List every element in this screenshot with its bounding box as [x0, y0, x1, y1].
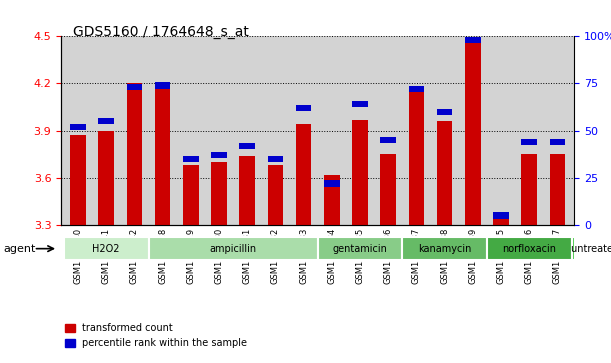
Bar: [70, 124, 86, 130]
Bar: [493, 212, 509, 219]
Bar: [353, 101, 368, 107]
Bar: [521, 139, 537, 145]
Bar: [183, 165, 199, 225]
Text: kanamycin: kanamycin: [418, 244, 471, 254]
Text: ampicillin: ampicillin: [210, 244, 257, 254]
Bar: [240, 143, 255, 149]
Bar: [70, 135, 86, 225]
Bar: [493, 216, 509, 225]
Bar: [550, 139, 565, 145]
FancyBboxPatch shape: [487, 237, 571, 260]
Bar: [296, 105, 312, 111]
Bar: [353, 120, 368, 225]
Bar: [381, 154, 396, 225]
FancyBboxPatch shape: [571, 237, 611, 260]
Bar: [268, 156, 283, 162]
Bar: [465, 41, 481, 225]
Bar: [240, 156, 255, 225]
Text: agent: agent: [3, 244, 35, 254]
Bar: [324, 180, 340, 187]
Bar: [183, 156, 199, 162]
Bar: [155, 82, 170, 89]
Text: H2O2: H2O2: [92, 244, 120, 254]
Text: GDS5160 / 1764648_s_at: GDS5160 / 1764648_s_at: [73, 25, 249, 40]
Text: untreated control: untreated control: [571, 244, 611, 254]
Bar: [155, 82, 170, 225]
Bar: [126, 83, 142, 225]
Bar: [98, 118, 114, 125]
Bar: [381, 137, 396, 143]
Bar: [98, 131, 114, 225]
Legend: transformed count, percentile rank within the sample: transformed count, percentile rank withi…: [61, 319, 251, 352]
Bar: [550, 154, 565, 225]
Bar: [324, 175, 340, 225]
Bar: [465, 37, 481, 43]
FancyBboxPatch shape: [64, 237, 148, 260]
Bar: [437, 109, 452, 115]
Bar: [296, 125, 312, 225]
Bar: [211, 152, 227, 158]
Bar: [268, 165, 283, 225]
Bar: [409, 86, 424, 92]
Bar: [521, 154, 537, 225]
FancyBboxPatch shape: [318, 237, 402, 260]
FancyBboxPatch shape: [402, 237, 487, 260]
Text: gentamicin: gentamicin: [332, 244, 387, 254]
Bar: [211, 162, 227, 225]
Bar: [437, 121, 452, 225]
Text: norfloxacin: norfloxacin: [502, 244, 556, 254]
Bar: [126, 84, 142, 90]
FancyBboxPatch shape: [148, 237, 318, 260]
Bar: [409, 87, 424, 225]
